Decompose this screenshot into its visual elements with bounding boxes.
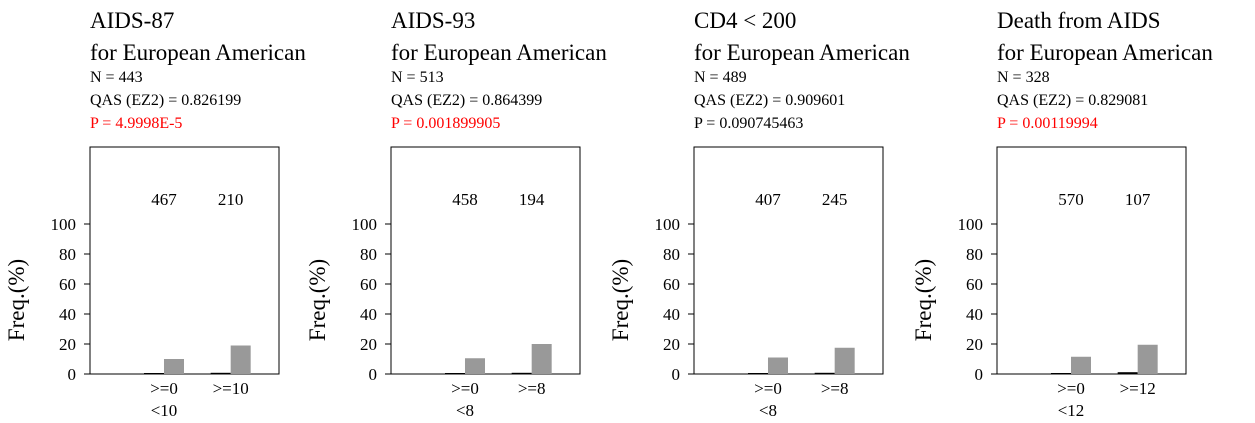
x-category-label: <8 [759,401,777,420]
chart-title: Death from AIDS [997,8,1161,33]
p-value-text: P = 0.001899905 [391,115,500,132]
chart-title: AIDS-87 [90,8,174,33]
y-tick-label: 20 [966,335,983,354]
group-count-label: 467 [151,190,177,209]
chart-title: AIDS-93 [391,8,475,33]
qas-score-text: QAS (EZ2) = 0.829081 [997,92,1148,109]
group-count-label: 570 [1058,190,1084,209]
bar-gray [1070,356,1091,374]
chart-panel: CD4 < 200 for European American N = 489 QAS… [608,8,910,420]
qas-score-text: QAS (EZ2) = 0.826199 [90,92,241,109]
y-tick-label: 0 [68,365,77,384]
plot-frame [390,146,581,375]
y-tick-label: 20 [360,335,377,354]
chart-subtitle: for European American [90,40,306,65]
group-count-label: 107 [1125,190,1151,209]
y-tick-label: 100 [958,215,984,234]
bar-black [747,373,768,374]
qas-score-text: QAS (EZ2) = 0.864399 [391,92,542,109]
y-tick-label: 80 [360,245,377,264]
y-tick-label: 80 [663,245,680,264]
chart-panel: Death from AIDS for European American N = … [911,8,1213,420]
sample-size-text: N = 443 [90,69,143,86]
y-tick-label: 60 [966,275,983,294]
group-count-label: 210 [218,190,244,209]
y-tick-label: 40 [966,305,983,324]
x-category-label: >=0 [754,379,782,398]
chart-panel: AIDS-93 for European American N = 513 QAS (… [305,8,607,420]
y-axis-label: Freq.(%) [608,259,633,341]
bar-gray [230,345,251,374]
x-category-label: >=0 [150,379,178,398]
y-tick-label: 0 [369,365,378,384]
y-tick-label: 0 [975,365,984,384]
bar-gray [464,358,485,374]
bar-gray [163,359,184,374]
y-tick-label: 60 [360,275,377,294]
y-tick-label: 80 [966,245,983,264]
p-value-text: P = 0.00119994 [997,115,1098,132]
y-tick-label: 100 [51,215,77,234]
group-count-label: 458 [452,190,478,209]
chart-subtitle: for European American [997,40,1213,65]
bar-gray [1137,344,1158,374]
y-axis-label: Freq.(%) [911,259,936,341]
y-tick-label: 60 [59,275,76,294]
y-axis-label: Freq.(%) [305,259,330,341]
plot-frame [89,146,280,375]
x-category-label: <10 [151,401,178,420]
chart-subtitle: for European American [391,40,607,65]
y-tick-label: 40 [360,305,377,324]
y-tick-label: 100 [352,215,378,234]
bar-black [814,372,835,374]
x-category-label: >=8 [518,379,546,398]
y-tick-label: 20 [663,335,680,354]
y-tick-label: 60 [663,275,680,294]
group-count-label: 245 [822,190,848,209]
plot-frame [996,146,1187,375]
y-tick-label: 40 [59,305,76,324]
group-count-label: 407 [755,190,781,209]
chart-subtitle: for European American [694,40,910,65]
plot-frame [693,146,884,375]
x-category-label: >=8 [821,379,849,398]
p-value-text: P = 4.9998E-5 [90,115,182,132]
y-axis-label: Freq.(%) [4,259,29,341]
x-category-label: <12 [1058,401,1085,420]
bar-black [210,372,231,374]
y-tick-label: 20 [59,335,76,354]
p-value-text: P = 0.090745463 [694,115,803,132]
y-tick-label: 100 [655,215,681,234]
x-category-label: >=0 [451,379,479,398]
sample-size-text: N = 328 [997,69,1050,86]
group-count-label: 194 [519,190,545,209]
y-tick-label: 0 [672,365,681,384]
bar-gray [767,357,788,374]
chart-panel: AIDS-87 for European American N = 443 QAS (… [4,8,306,420]
bar-black [143,373,164,374]
bar-black [1117,372,1138,374]
x-category-label: >=12 [1120,379,1156,398]
bar-black [1050,373,1071,374]
bar-gray [834,347,855,374]
bar-black [511,372,532,374]
bar-black [444,373,465,374]
sample-size-text: N = 513 [391,69,444,86]
x-category-label: >=10 [213,379,249,398]
qas-score-text: QAS (EZ2) = 0.909601 [694,92,845,109]
x-category-label: <8 [456,401,474,420]
x-category-label: >=0 [1057,379,1085,398]
sample-size-text: N = 489 [694,69,747,86]
chart-title: CD4 < 200 [694,8,796,33]
bar-gray [531,344,552,374]
y-tick-label: 40 [663,305,680,324]
y-tick-label: 80 [59,245,76,264]
